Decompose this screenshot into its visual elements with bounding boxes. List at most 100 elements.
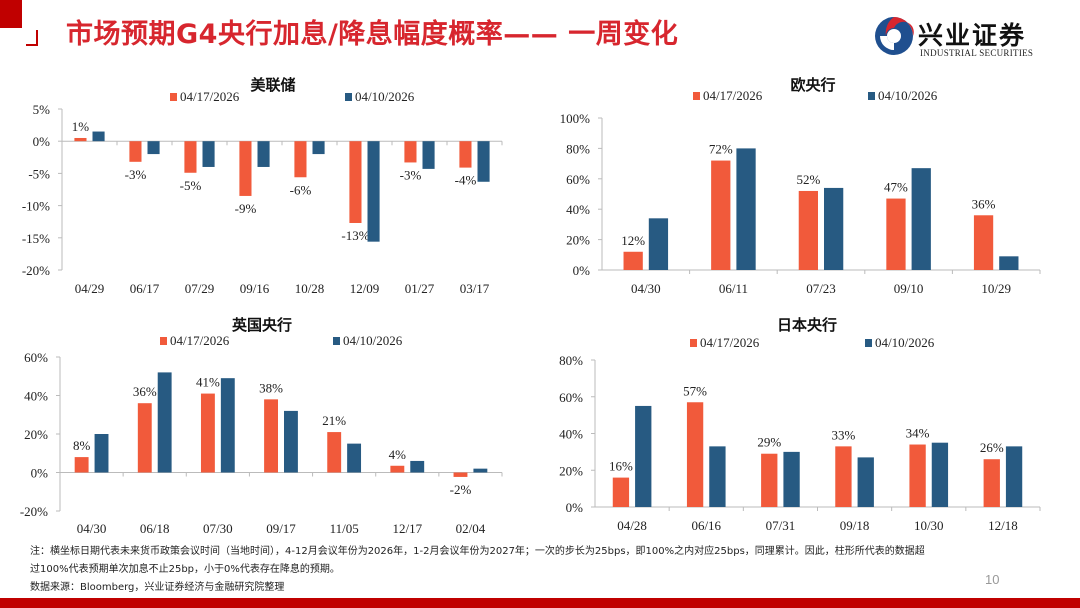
x-tick-label: 04/30	[631, 281, 661, 296]
bar-previous	[220, 378, 235, 473]
bar-previous	[147, 141, 160, 155]
x-tick-label: 04/29	[75, 281, 105, 296]
data-label: 16%	[609, 459, 633, 474]
data-label: 12%	[621, 233, 645, 248]
x-tick-label: 10/29	[981, 281, 1011, 296]
x-tick-label: 11/05	[330, 521, 359, 536]
x-tick-label: 10/28	[295, 281, 325, 296]
y-tick-label: -5%	[28, 166, 50, 181]
data-label: -3%	[400, 167, 422, 182]
bar-previous	[347, 443, 362, 473]
bar-previous	[931, 442, 949, 507]
x-tick-label: 06/11	[719, 281, 748, 296]
bar-previous	[635, 405, 652, 507]
footer-bar	[0, 598, 1080, 608]
data-label: -3%	[125, 167, 147, 182]
data-label: 29%	[757, 435, 781, 450]
bar-current	[973, 215, 994, 270]
y-tick-label: 60%	[566, 172, 590, 187]
y-tick-label: 60%	[24, 350, 48, 365]
legend-swatch	[693, 92, 700, 100]
x-tick-label: 07/31	[766, 518, 796, 533]
bar-previous	[999, 256, 1019, 270]
y-tick-label: 20%	[24, 427, 48, 442]
bar-previous	[736, 148, 756, 270]
data-label: 8%	[73, 438, 91, 453]
x-tick-label: 09/16	[240, 281, 270, 296]
logo-english-name: INDUSTRIAL SECURITIES	[920, 48, 1034, 58]
charts-area: 美联储 04/17/2026 04/10/2026 5% 0% -5% -10% -15% -2…	[20, 76, 1041, 536]
bar-current	[711, 160, 731, 270]
data-label: 72%	[709, 142, 733, 157]
legend-label: 04/10/2026	[355, 89, 415, 104]
data-label: 26%	[980, 440, 1004, 455]
data-label: 4%	[389, 447, 407, 462]
x-tick-label: 12/18	[988, 518, 1018, 533]
data-label: 57%	[683, 383, 707, 398]
legend-swatch	[333, 337, 340, 345]
bar-previous	[477, 141, 490, 182]
data-label: 1%	[72, 119, 90, 134]
bar-previous	[94, 434, 109, 473]
x-tick-label: 09/10	[894, 281, 924, 296]
bar-current	[264, 399, 278, 473]
y-tick-label: 20%	[559, 463, 583, 478]
data-label: 21%	[322, 413, 346, 428]
x-tick-label: 06/16	[691, 518, 721, 533]
x-tick-label: 06/18	[140, 521, 170, 536]
x-tick-label: 12/17	[392, 521, 422, 536]
bar-previous	[257, 141, 270, 167]
data-source: 数据来源：Bloomberg，兴业证券经济与金融研究院整理	[30, 582, 285, 593]
bar-previous	[422, 141, 435, 169]
x-tick-label: 07/29	[185, 281, 215, 296]
bar-current	[798, 190, 818, 270]
legend-label: 04/17/2026	[170, 333, 230, 348]
x-tick-label: 09/18	[840, 518, 870, 533]
bar-current	[184, 141, 197, 173]
y-tick-label: 60%	[559, 390, 583, 405]
legend-label: 04/10/2026	[878, 88, 938, 103]
data-label: 34%	[906, 426, 930, 441]
bar-previous	[410, 460, 425, 473]
data-label: 41%	[196, 375, 220, 390]
bar-current	[761, 453, 778, 507]
legend-label: 04/10/2026	[343, 333, 403, 348]
bar-current	[129, 141, 142, 162]
bar-current	[909, 444, 926, 507]
x-tick-label: 04/30	[77, 521, 107, 536]
corner-bracket	[26, 30, 38, 46]
bar-previous	[284, 410, 298, 473]
bar-current	[239, 141, 252, 196]
footnote-line-1: 注：横坐标日期代表未来货币政策会议时间（当地时间），4-12月会议年份为2026…	[30, 546, 925, 557]
bar-previous	[824, 187, 844, 270]
logo-name: 兴业证券	[918, 21, 1027, 50]
legend-label: 04/17/2026	[700, 335, 760, 350]
bar-current	[404, 141, 417, 163]
swirl-logo-icon	[875, 17, 914, 55]
data-label: -6%	[290, 182, 312, 197]
bar-current	[835, 446, 852, 507]
x-tick-label: 07/30	[203, 521, 233, 536]
x-tick-label: 06/17	[130, 281, 160, 296]
legend-swatch	[170, 93, 177, 101]
y-tick-label: -10%	[22, 199, 50, 214]
data-label: 36%	[972, 196, 996, 211]
legend-label: 04/17/2026	[703, 88, 763, 103]
y-tick-label: -15%	[22, 231, 50, 246]
data-label: 47%	[884, 180, 908, 195]
data-label: -9%	[235, 201, 257, 216]
legend-swatch	[160, 337, 167, 345]
y-tick-label: 80%	[566, 141, 590, 156]
page-number: 10	[985, 572, 1000, 587]
bar-current	[137, 403, 152, 473]
bar-current	[327, 432, 342, 473]
bar-current	[390, 465, 405, 473]
legend-swatch	[345, 93, 352, 101]
data-label: -2%	[450, 482, 472, 497]
y-tick-label: 80%	[559, 353, 583, 368]
page-title: 市场预期G4央行加息/降息幅度概率—— 一周变化	[66, 19, 679, 50]
y-tick-label: 0%	[573, 263, 591, 278]
bar-previous	[911, 168, 931, 270]
x-tick-label: 03/17	[460, 281, 490, 296]
bar-current	[74, 137, 87, 142]
